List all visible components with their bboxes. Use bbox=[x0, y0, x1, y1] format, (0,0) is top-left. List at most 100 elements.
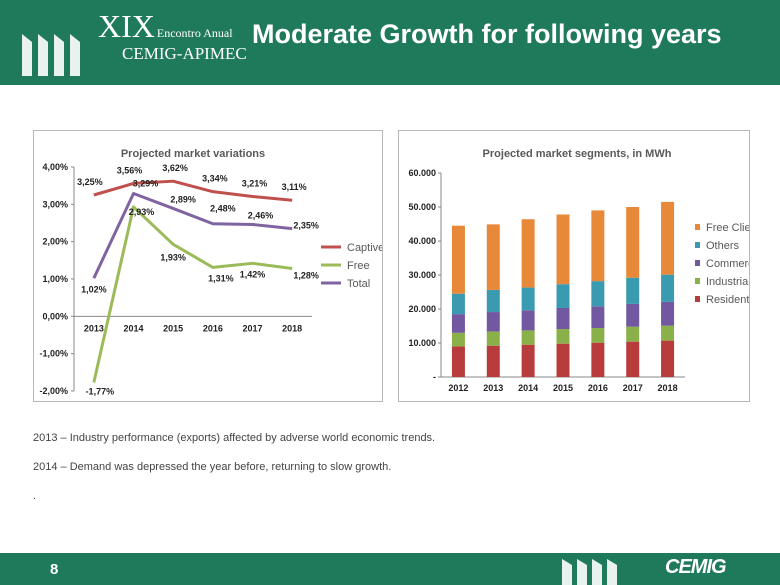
series-line-captive bbox=[93, 179, 293, 202]
bar-segment-free-clients bbox=[591, 210, 605, 282]
y-tick-label: 40.000 bbox=[408, 236, 436, 246]
y-tick-label: 4,00% bbox=[42, 162, 68, 172]
data-label: 3,56% bbox=[117, 165, 143, 175]
y-tick-label: 0,00% bbox=[42, 311, 68, 321]
bar-segment-others bbox=[556, 284, 570, 308]
y-tick-label: 20.000 bbox=[408, 304, 436, 314]
y-tick-label: -1,00% bbox=[39, 349, 68, 359]
x-tick-label: 2012 bbox=[448, 383, 468, 393]
bar-segment-others bbox=[486, 289, 500, 313]
legend-label-others: Others bbox=[706, 240, 740, 252]
bar-segment-residential bbox=[556, 343, 570, 377]
legend-label-free-clients: Free Clients bbox=[706, 222, 749, 234]
y-tick-label: 10.000 bbox=[408, 338, 436, 348]
notes: 2013 – Industry performance (exports) af… bbox=[33, 432, 435, 519]
data-label: 1,31% bbox=[208, 273, 234, 283]
data-label: 2,48% bbox=[210, 204, 236, 214]
legend-label-free: Free bbox=[347, 260, 370, 272]
legend-label-commercial: Commercial bbox=[706, 258, 749, 270]
x-tick-label: 2015 bbox=[163, 323, 183, 333]
bar-segment-free-clients bbox=[521, 219, 535, 288]
legend-label-industrial: Industrial bbox=[706, 276, 749, 288]
building-logo-icon bbox=[22, 34, 80, 76]
bar-segment-free-clients bbox=[556, 214, 570, 285]
y-tick-label: - bbox=[433, 372, 436, 382]
data-label: 3,25% bbox=[77, 177, 103, 187]
bar-segment-others bbox=[521, 287, 535, 311]
note-extra: . bbox=[33, 490, 37, 502]
x-tick-label: 2013 bbox=[84, 323, 104, 333]
series-line-total bbox=[92, 192, 293, 279]
data-label: 3,21% bbox=[242, 178, 268, 188]
data-label: 1,28% bbox=[293, 271, 319, 281]
legend-label-captive: Captive bbox=[347, 242, 382, 254]
event-organizer: CEMIG-APIMEC bbox=[122, 44, 247, 63]
y-tick-label: 60.000 bbox=[408, 168, 436, 178]
data-label: 2,93% bbox=[129, 207, 155, 217]
market-segments-chart: Projected market segments, in MWh - 10.000… bbox=[398, 130, 750, 402]
event-title: XIX Encontro Anual bbox=[98, 8, 233, 45]
x-tick-label: 2017 bbox=[242, 323, 262, 333]
data-label: 3,11% bbox=[282, 182, 307, 192]
bar-segment-free-clients bbox=[661, 201, 675, 275]
x-tick-label: 2017 bbox=[623, 383, 643, 393]
bar-segment-free-clients bbox=[451, 225, 465, 294]
bar-segment-commercial bbox=[521, 310, 535, 331]
bar-segment-commercial bbox=[486, 312, 500, 332]
event-numeral: XIX bbox=[98, 8, 155, 44]
y-tick-label: 3,00% bbox=[42, 199, 68, 209]
data-label: 1,42% bbox=[240, 269, 266, 279]
bar-segment-commercial bbox=[591, 306, 605, 329]
y-tick-label: 1,00% bbox=[42, 274, 68, 284]
chart-title: Projected market segments, in MWh bbox=[483, 148, 672, 160]
bar-segment-residential bbox=[661, 340, 675, 377]
market-variations-chart: Projected market variations -2,00% -1,00% 0… bbox=[33, 130, 383, 402]
bar-segment-commercial bbox=[661, 301, 675, 326]
x-tick-label: 2013 bbox=[483, 383, 503, 393]
data-label: -1,77% bbox=[86, 386, 115, 396]
bar-segment-residential bbox=[626, 341, 640, 377]
bar-segment-residential bbox=[486, 345, 500, 377]
bar-segment-commercial bbox=[556, 307, 570, 330]
bar-segment-industrial bbox=[451, 332, 465, 347]
note-2013: 2013 – Industry performance (exports) af… bbox=[33, 432, 436, 444]
x-tick-label: 2016 bbox=[203, 323, 223, 333]
bar-segment-industrial bbox=[521, 330, 535, 345]
data-label: 3,29% bbox=[133, 179, 159, 189]
y-tick-label: 30.000 bbox=[408, 270, 436, 280]
x-tick-label: 2018 bbox=[658, 383, 678, 393]
legend-swatch-industrial bbox=[695, 278, 700, 284]
bar-segment-industrial bbox=[626, 326, 640, 342]
bar-segment-residential bbox=[591, 342, 605, 377]
bar-segment-industrial bbox=[556, 329, 570, 344]
slide-header: XIX Encontro Anual CEMIG-APIMEC Moderate … bbox=[0, 0, 780, 85]
chart-title: Projected market variations bbox=[121, 148, 265, 160]
x-tick-label: 2014 bbox=[123, 323, 143, 333]
bar-segment-commercial bbox=[626, 303, 640, 327]
legend-swatch-free-clients bbox=[695, 224, 700, 230]
data-label: 1,93% bbox=[160, 252, 186, 262]
note-2014: 2014 – Demand was depressed the year bef… bbox=[33, 461, 392, 473]
data-label: 3,34% bbox=[202, 174, 228, 184]
bar-segment-free-clients bbox=[486, 224, 500, 290]
stacked-bar-chart-svg: Projected market segments, in MWh - 10.000… bbox=[408, 148, 749, 393]
bar-segment-commercial bbox=[451, 314, 465, 333]
building-logo-icon bbox=[562, 559, 617, 585]
brand-logo: CEMIG bbox=[665, 556, 727, 578]
line-chart-svg: Projected market variations -2,00% -1,00% 0… bbox=[39, 148, 382, 396]
data-label: 3,62% bbox=[162, 163, 188, 173]
series-line-free bbox=[92, 205, 293, 383]
event-name: Encontro Anual bbox=[156, 26, 233, 40]
bar-segment-others bbox=[626, 277, 640, 304]
data-label: 1,02% bbox=[81, 284, 107, 294]
bar-segment-industrial bbox=[486, 331, 500, 346]
x-tick-label: 2018 bbox=[282, 323, 302, 333]
bar-segment-industrial bbox=[591, 328, 605, 343]
page-number: 8 bbox=[50, 561, 59, 578]
data-label: 2,35% bbox=[293, 221, 319, 231]
bar-segment-others bbox=[451, 293, 465, 315]
legend-label-total: Total bbox=[347, 278, 370, 290]
legend-swatch-commercial bbox=[695, 260, 700, 266]
y-tick-label: -2,00% bbox=[39, 386, 68, 396]
data-label: 2,89% bbox=[170, 194, 196, 204]
